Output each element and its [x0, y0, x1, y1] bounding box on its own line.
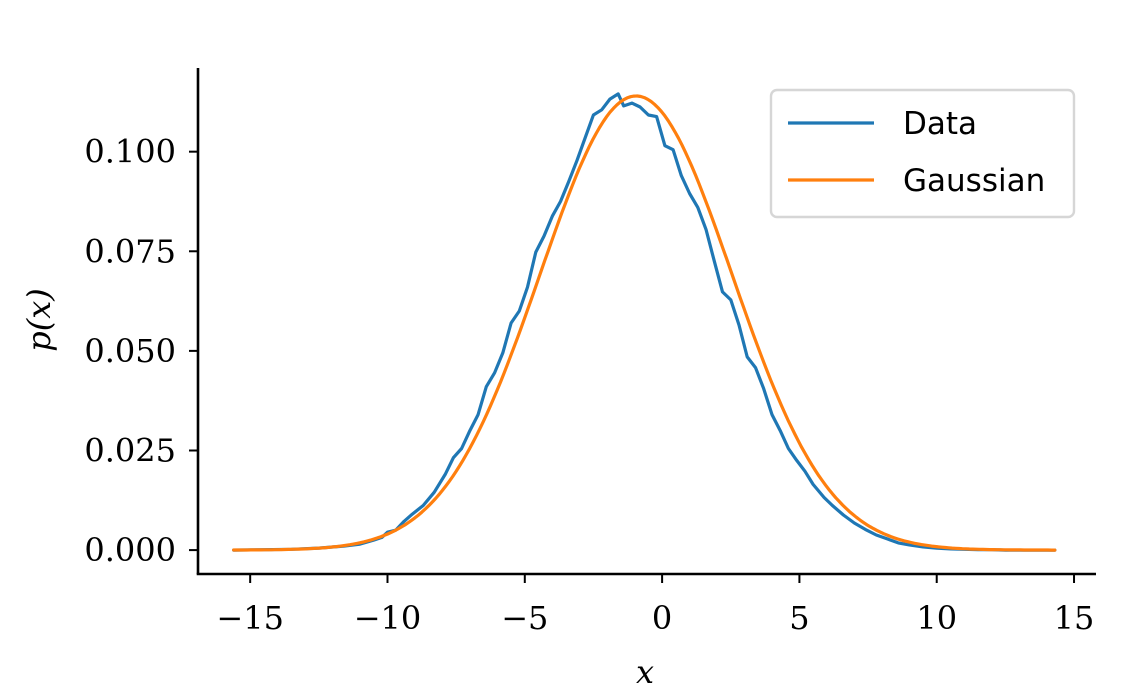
x-tick-label: 5	[789, 599, 809, 637]
series-layer	[232, 92, 1057, 552]
legend-label-data: Data	[903, 106, 977, 142]
y-tick-label: 0.075	[84, 232, 176, 270]
x-tick-label: 0	[652, 599, 672, 637]
y-tick-label: 0.000	[84, 531, 176, 569]
x-tick-label: −15	[216, 599, 284, 637]
tick-layer: −15 −10 −5 0 5 10 15 0.000 0.025 0.050 0.075 0.100	[84, 133, 1094, 637]
x-axis-label: x	[636, 653, 654, 691]
series-line-data	[232, 92, 1057, 552]
series-line-gaussian	[232, 94, 1057, 552]
x-tick-label: 10	[916, 599, 957, 637]
x-tick-label: −5	[501, 599, 548, 637]
x-tick-label: 15	[1054, 599, 1095, 637]
x-tick-label: −10	[354, 599, 422, 637]
y-axis-label: p(x)	[20, 288, 58, 352]
y-tick-label: 0.025	[84, 431, 176, 469]
y-tick-label: 0.050	[84, 332, 176, 370]
legend-label-gaussian: Gaussian	[903, 163, 1045, 199]
legend: Data Gaussian	[769, 88, 1076, 219]
y-tick-label: 0.100	[84, 133, 176, 171]
